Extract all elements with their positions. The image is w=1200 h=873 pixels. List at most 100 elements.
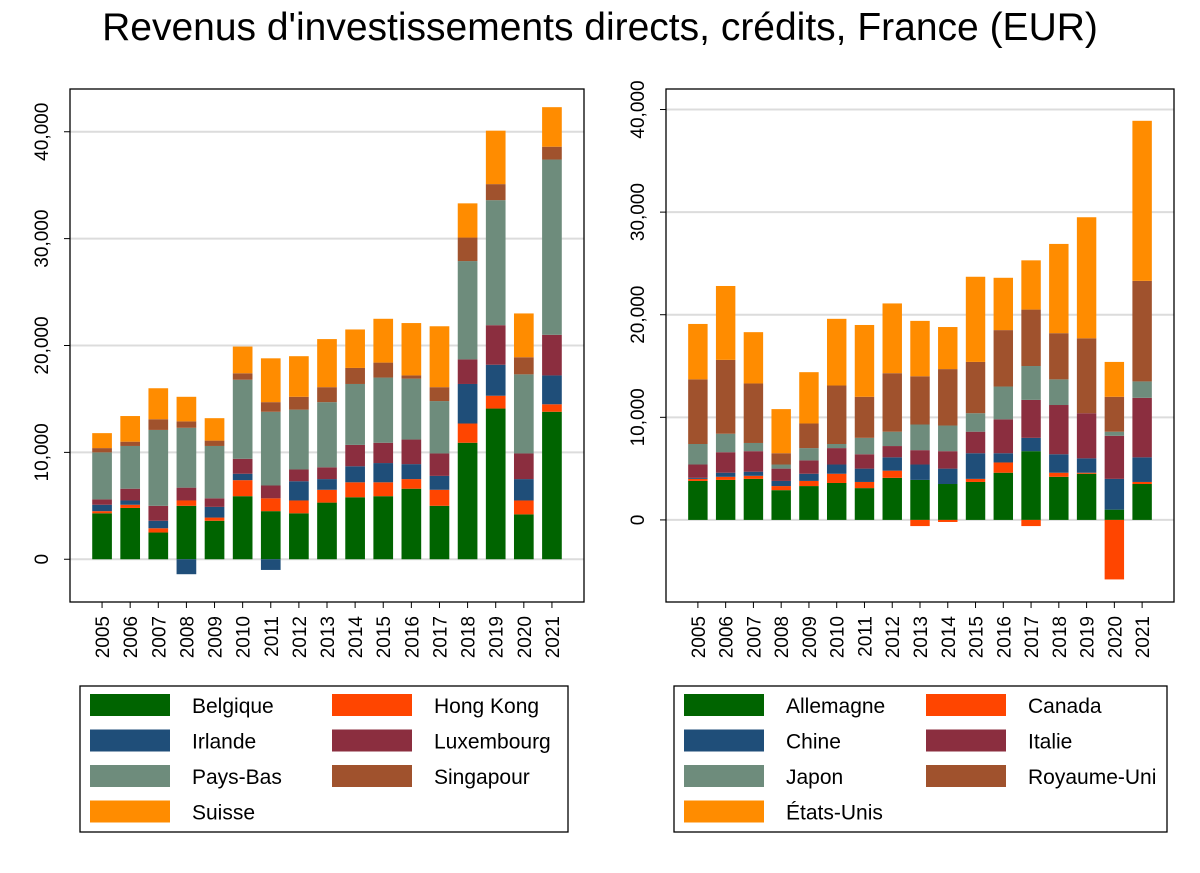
bar-1-royaume-uni-2009 [799,423,819,449]
legend-label-1-5: Royaume-Uni [1028,766,1156,789]
x-tick-label-1-12: 2017 [1022,616,1043,658]
legend-swatch-0-3 [332,729,412,752]
bar-1-italie-2018 [1049,405,1069,455]
bar-0-suisse-2008 [176,396,197,422]
bar-0-irlande-2015 [373,463,394,483]
legend-label-1-3: Italie [1028,731,1072,754]
bar-1-chine-2011 [854,468,875,482]
legend-swatch-1-6 [684,800,764,823]
bar-0-suisse-2005 [92,433,112,449]
legend-label-1-1: Canada [1028,695,1102,718]
bar-0-hong-kong-2020 [513,500,534,515]
bar-0-irlande-2016 [401,464,422,480]
legend-swatch-1-1 [926,694,1006,716]
bar-0-pays-bas-2007 [148,429,169,506]
bar-0-singapour-2010 [232,373,253,380]
bar-0-hong-kong-2019 [485,395,506,409]
bar-1--tats-unis-2021 [1132,120,1152,281]
x-tick-label-1-1: 2006 [717,616,738,658]
bar-1-allemagne-2014 [938,484,958,520]
bar-1--tats-unis-2008 [771,409,791,454]
x-tick-label-0-6: 2011 [262,616,283,657]
bar-0-belgique-2021 [542,411,562,560]
x-tick-label-1-0: 2005 [689,616,710,658]
bar-0-suisse-2014 [345,329,365,368]
x-tick-label-1-9: 2014 [939,616,960,659]
bar-0-luxembourg-2011 [260,485,281,499]
x-tick-label-1-16: 2021 [1133,616,1154,658]
bar-1--tats-unis-2012 [882,303,902,374]
x-tick-label-1-15: 2020 [1105,616,1126,658]
legend-swatch-1-5 [926,765,1006,787]
bar-1-italie-2014 [938,451,958,469]
bar-0-pays-bas-2005 [92,452,112,500]
legend-swatch-1-2 [684,729,764,752]
y-tick-label-1-1: 10,000 [628,388,649,446]
bar-0-irlande-2005 [92,504,112,512]
y-tick-label-0-0: 0 [32,554,53,565]
bar-0-irlande-2013 [317,479,337,490]
bar-0-hong-kong-2007 [148,528,169,533]
x-tick-label-1-6: 2011 [855,616,876,657]
plot-frame-0 [69,88,585,603]
bar-0-suisse-2021 [542,107,562,147]
bar-0-belgique-2019 [485,408,506,560]
bar-1-chine-2020 [1104,478,1125,510]
bar-1-chine-2019 [1076,458,1097,473]
bar-1--tats-unis-2016 [993,277,1014,331]
x-tick-label-0-7: 2012 [290,616,311,658]
bar-1-japon-2018 [1049,379,1069,406]
bar-0-belgique-2014 [345,497,365,560]
bar-1-allemagne-2007 [743,478,764,520]
x-tick-label-1-4: 2009 [800,616,821,658]
bar-1-royaume-uni-2020 [1104,396,1125,432]
x-tick-label-1-5: 2010 [828,616,849,658]
bar-0-luxembourg-2015 [373,442,394,464]
bar-1-royaume-uni-2021 [1132,280,1152,382]
bar-0-irlande-2008 [176,559,197,575]
bar-1-japon-2009 [799,448,819,461]
bar-0-singapour-2013 [317,387,337,403]
bar-0-belgique-2005 [92,513,112,560]
legend-label-1-4: Japon [786,766,843,789]
bar-1-canada-2013 [910,519,930,527]
bar-0-belgique-2009 [204,520,225,560]
x-tick-label-1-14: 2019 [1078,616,1099,658]
x-tick-label-0-4: 2009 [206,616,227,658]
bar-1-royaume-uni-2012 [882,373,902,432]
bar-1--tats-unis-2007 [743,332,764,384]
x-tick-label-1-2: 2007 [744,616,765,658]
bar-0-hong-kong-2017 [429,489,450,506]
bar-1-allemagne-2005 [688,480,708,520]
bar-0-singapour-2018 [457,237,478,262]
x-tick-label-1-7: 2012 [883,616,904,658]
bar-1--tats-unis-2019 [1076,217,1097,339]
x-tick-label-0-3: 2008 [177,616,198,658]
bar-0-luxembourg-2016 [401,439,422,465]
legend-swatch-1-0 [684,694,764,716]
bar-0-singapour-2021 [542,146,562,160]
bar-0-luxembourg-2010 [232,458,253,474]
bar-1-canada-2016 [993,462,1014,473]
bar-1-royaume-uni-2007 [743,383,764,443]
bar-1-japon-2017 [1021,366,1041,400]
x-tick-label-0-13: 2018 [459,616,480,658]
bar-1-allemagne-2015 [965,481,986,520]
legend-swatch-0-4 [90,765,170,787]
bar-1-canada-2005 [688,478,708,481]
bar-1-italie-2019 [1076,413,1097,459]
bar-0-hong-kong-2021 [542,404,562,412]
bar-0-hong-kong-2014 [345,482,365,498]
bar-1-allemagne-2019 [1076,473,1097,520]
bar-1--tats-unis-2017 [1021,260,1041,310]
bar-0-suisse-2011 [260,358,281,403]
x-tick-label-1-3: 2008 [772,616,793,658]
x-tick-label-0-14: 2019 [487,616,508,658]
legend-label-0-1: Hong Kong [434,695,539,718]
bar-0-luxembourg-2019 [485,325,506,365]
bar-1-royaume-uni-2015 [965,361,986,414]
bar-0-hong-kong-2008 [176,500,197,506]
legend-frame-1 [673,685,1168,833]
bar-0-belgique-2010 [232,496,253,560]
bar-1-japon-2008 [771,464,791,469]
